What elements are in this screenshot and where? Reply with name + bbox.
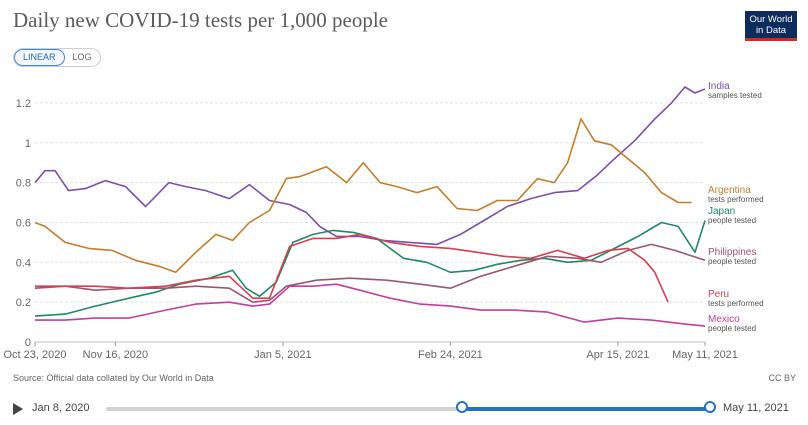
timeline: Jan 8, 2020 May 11, 2021 [0,396,808,422]
y-tick-label: 0.6 [16,217,31,229]
series-note-argentina: tests performed [708,195,764,204]
x-axis-ticks: Oct 23, 2020 Nov 16, 2020 Jan 5, 2021 Feb 2… [4,342,738,361]
line-chart: 0 0.2 0.4 0.6 0.8 1 1.2 Oct 23, 2020 Nov 16, 20… [4,81,764,361]
series-lines [34,86,706,327]
y-tick-label: 0.8 [16,178,31,190]
series-line-mexico [35,283,706,327]
x-tick-label: Nov 16, 2020 [83,349,148,361]
series-note-peru: tests performed [708,299,764,308]
series-note-japan: people tested [708,216,756,225]
timeline-track[interactable] [106,407,712,411]
timeline-start-label: Jan 8, 2020 [32,402,90,414]
source-note: Source: Official data collated by Our Wo… [13,373,214,383]
y-tick-label: 0.2 [16,297,31,309]
y-axis-ticks: 0 0.2 0.4 0.6 0.8 1 1.2 [16,98,31,349]
series-line-peru [34,233,669,303]
timeline-end-handle[interactable] [704,401,716,413]
series-label-japan[interactable]: Japan [708,206,735,217]
series-line-philippines [35,243,706,304]
series-line-argentina [34,118,692,274]
y-tick-label: 1 [25,138,31,150]
series-note-philippines: people tested [708,257,756,266]
x-tick-label: Jan 5, 2021 [254,349,312,361]
x-tick-label: Feb 24, 2021 [418,349,483,361]
timeline-end-label: May 11, 2021 [723,402,789,414]
series-label-argentina[interactable]: Argentina [708,185,751,196]
timeline-selected-range [462,407,710,411]
series-label-india[interactable]: India [708,81,730,92]
logo-line-1: Our World [749,14,793,25]
series-label-mexico[interactable]: Mexico [708,314,740,325]
timeline-start-handle[interactable] [456,401,468,413]
license-link[interactable]: CC BY [768,373,796,383]
series-note-india: samples tested [708,91,762,100]
series-line-india [34,86,706,246]
linear-scale-button[interactable]: LINEAR [14,49,65,66]
series-label-philippines[interactable]: Philippines [708,247,756,258]
play-icon[interactable] [13,403,23,415]
y-tick-label: 0.4 [16,257,31,269]
log-scale-button[interactable]: LOG [72,52,92,62]
x-tick-label: Apr 15, 2021 [586,349,649,361]
logo-line-2: in Data [755,25,787,36]
x-tick-label: May 11, 2021 [672,349,738,361]
y-tick-label: 0 [25,337,31,349]
x-tick-label: Oct 23, 2020 [4,349,67,361]
y-tick-label: 1.2 [16,98,31,110]
chart-title: Daily new COVID-19 tests per 1,000 peopl… [13,8,389,32]
series-note-mexico: people tested [708,324,756,333]
owid-logo[interactable]: Our World in Data [745,11,797,41]
scale-toggle: LINEAR LOG [13,48,101,67]
series-label-peru[interactable]: Peru [708,289,729,300]
grid-lines [35,102,705,343]
